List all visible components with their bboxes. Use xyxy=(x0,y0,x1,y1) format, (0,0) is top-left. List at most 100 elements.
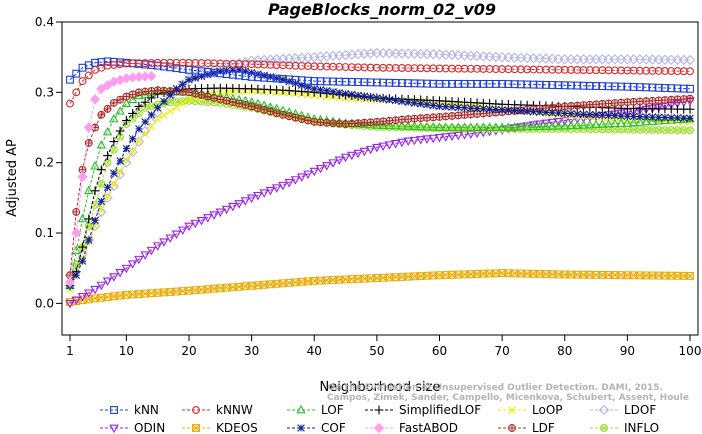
data-point-ldof xyxy=(684,54,696,66)
legend-swatch-marker xyxy=(374,405,384,415)
data-point-lof xyxy=(547,121,557,130)
data-point-cof xyxy=(492,105,500,114)
citation-line-2: On the Evaluation of Unsupervised Outlie… xyxy=(328,383,663,393)
data-point-cof xyxy=(379,95,387,103)
data-point-lof xyxy=(678,114,689,123)
data-point-ldof xyxy=(133,136,145,147)
legend-item-ldof: LDOF xyxy=(590,403,656,417)
data-point-odin xyxy=(265,186,276,196)
x-tick-label: 10 xyxy=(119,344,134,358)
data-point-lof xyxy=(635,117,645,126)
data-point-cof xyxy=(629,112,638,121)
data-point-cof xyxy=(548,108,557,117)
data-point-cof xyxy=(604,111,613,120)
data-point-simplifiedlof xyxy=(140,97,150,107)
data-point-cof xyxy=(542,108,550,117)
legend-label-lof: LOF xyxy=(321,403,344,417)
data-point-cof xyxy=(523,107,531,116)
data-point-odin xyxy=(378,142,388,152)
data-point-simplifiedlof xyxy=(96,165,106,175)
data-point-odin xyxy=(65,299,75,309)
data-point-fastabod xyxy=(146,71,157,82)
data-point-odin xyxy=(84,289,94,298)
data-point-kdeos xyxy=(272,279,281,288)
data-point-odin xyxy=(447,132,457,142)
data-point-lof xyxy=(597,119,608,128)
data-point-odin xyxy=(428,134,438,144)
data-point-cof xyxy=(598,111,607,119)
data-point-knnw xyxy=(72,88,81,97)
legend-label-simplifiedlof: SimplifiedLOF xyxy=(399,403,481,417)
legend-label-cof: COF xyxy=(321,421,346,434)
data-point-cof xyxy=(473,104,481,113)
data-point-ldf xyxy=(109,98,118,107)
series-line-ldof xyxy=(69,52,691,276)
data-point-odin xyxy=(422,135,432,144)
data-point-cof xyxy=(285,77,293,86)
data-point-kdeos xyxy=(354,274,363,283)
data-point-cof xyxy=(116,157,124,165)
data-point-cof xyxy=(454,103,463,112)
data-point-cof xyxy=(410,99,419,107)
data-point-lof xyxy=(516,121,526,131)
data-point-cof xyxy=(391,96,400,105)
x-tick-label: 70 xyxy=(494,344,509,358)
data-point-inflo xyxy=(654,126,663,134)
data-point-odin xyxy=(140,251,150,260)
data-point-ldf xyxy=(297,115,306,124)
data-point-cof xyxy=(560,109,569,118)
data-point-odin xyxy=(553,117,564,127)
data-point-lof xyxy=(90,161,100,170)
data-point-odin xyxy=(328,159,338,168)
data-point-odin xyxy=(296,173,307,182)
data-point-cof xyxy=(341,89,350,98)
data-point-odin xyxy=(340,153,351,163)
data-point-cof xyxy=(648,113,657,121)
citation-line-1: Campos, Zimek, Sander, Campello, Micenko… xyxy=(327,393,689,403)
data-point-cof xyxy=(467,104,475,112)
data-point-lof xyxy=(578,120,589,129)
data-point-ldf xyxy=(197,91,206,100)
series-layer xyxy=(64,47,696,309)
data-point-odin xyxy=(278,181,288,191)
legend-swatch-marker xyxy=(508,424,516,432)
data-point-loop xyxy=(110,179,118,188)
data-point-cof xyxy=(91,216,99,225)
data-point-fastabod xyxy=(96,83,107,94)
data-point-loop xyxy=(116,168,124,176)
data-point-cof xyxy=(460,104,469,112)
data-point-odin xyxy=(441,133,451,142)
data-point-odin xyxy=(353,149,363,159)
data-point-cof xyxy=(385,95,394,104)
data-point-loop xyxy=(178,99,187,108)
data-point-knn xyxy=(72,69,81,78)
data-point-cof xyxy=(166,91,174,99)
legend-item-kdeos: KDEOS xyxy=(182,421,258,434)
data-point-ldf xyxy=(191,89,200,98)
data-point-lof xyxy=(447,122,457,131)
data-point-ldof xyxy=(102,192,113,204)
data-point-kdeos xyxy=(454,270,463,279)
data-point-cof xyxy=(485,105,494,114)
data-point-odin xyxy=(240,197,251,206)
data-point-odin xyxy=(209,211,219,220)
data-point-knnw xyxy=(78,77,87,86)
data-point-ldf xyxy=(667,95,676,104)
data-point-lof xyxy=(428,122,438,131)
data-point-cof xyxy=(160,97,168,106)
data-point-cof xyxy=(592,111,600,119)
data-point-odin xyxy=(334,156,345,165)
data-point-lof xyxy=(102,126,113,136)
data-point-cof xyxy=(529,107,538,116)
legend-swatch-marker xyxy=(192,424,200,432)
data-point-cof xyxy=(84,236,93,244)
data-point-cof xyxy=(679,114,688,122)
data-point-kdeos xyxy=(153,288,162,297)
data-point-lof xyxy=(491,122,501,131)
data-point-loop xyxy=(172,103,181,112)
series-kdeos xyxy=(66,269,694,306)
data-point-cof xyxy=(673,114,682,122)
data-point-cof xyxy=(398,97,406,106)
data-point-lof xyxy=(378,120,388,129)
data-point-loop xyxy=(147,122,156,131)
